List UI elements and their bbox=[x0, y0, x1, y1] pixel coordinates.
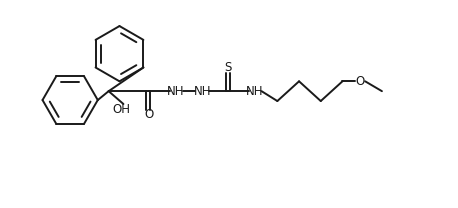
Text: NH: NH bbox=[194, 85, 211, 98]
Text: O: O bbox=[355, 75, 365, 88]
Text: OH: OH bbox=[113, 103, 131, 116]
Text: S: S bbox=[224, 61, 232, 74]
Text: NH: NH bbox=[167, 85, 185, 98]
Text: NH: NH bbox=[246, 85, 263, 98]
Text: O: O bbox=[144, 108, 154, 121]
